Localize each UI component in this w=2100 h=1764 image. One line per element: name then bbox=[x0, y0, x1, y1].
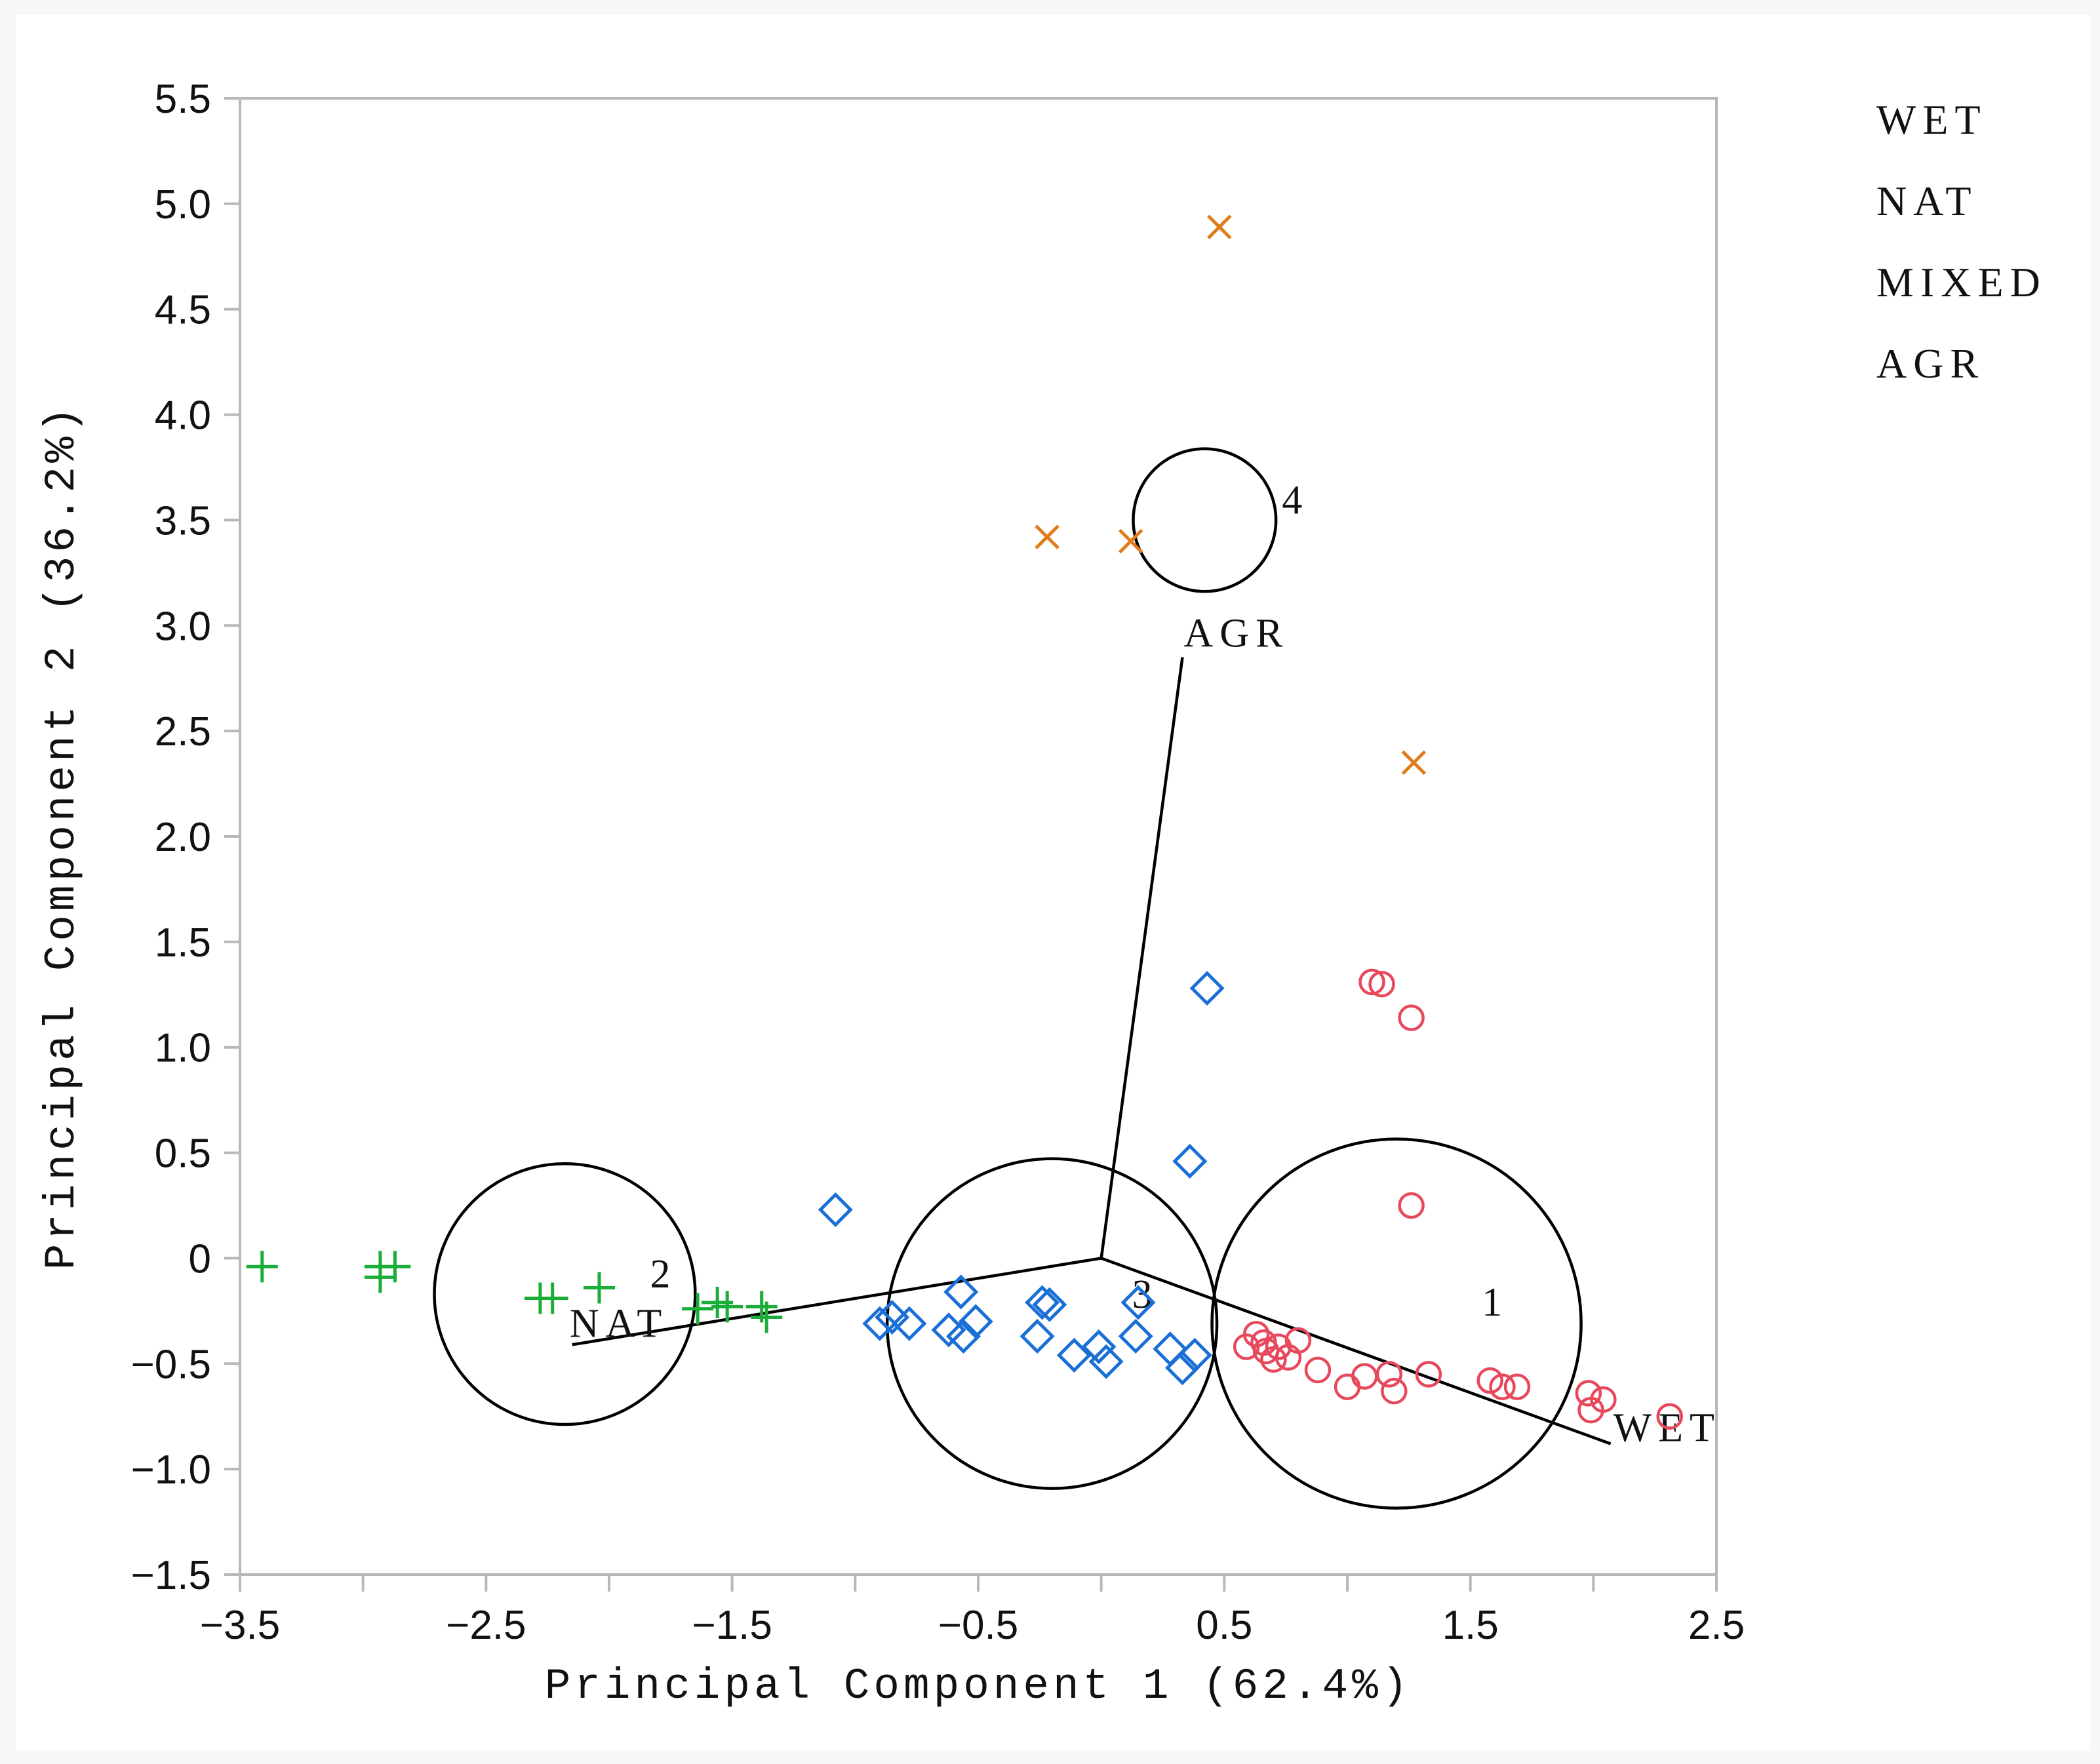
point-mixed bbox=[1020, 1318, 1055, 1354]
point-nat bbox=[246, 1251, 278, 1283]
point-mixed bbox=[892, 1306, 927, 1341]
point-mixed bbox=[1081, 1329, 1117, 1365]
cluster-label: 2 bbox=[650, 1252, 670, 1297]
y-tick-label: 5.0 bbox=[155, 182, 211, 227]
loading-vector-label: NAT bbox=[570, 1301, 669, 1346]
cluster-label: 4 bbox=[1282, 478, 1302, 522]
cluster-circle-1 bbox=[1210, 1137, 1583, 1510]
y-tick-label: 2.0 bbox=[155, 815, 211, 860]
point-mixed bbox=[1118, 1318, 1153, 1354]
point-mixed bbox=[1172, 1143, 1208, 1179]
cluster-circle-4 bbox=[1132, 447, 1278, 593]
point-wet bbox=[1398, 1192, 1425, 1219]
x-tick-label: −0.5 bbox=[938, 1603, 1018, 1648]
y-tick-label: 4.0 bbox=[155, 393, 211, 439]
point-agr bbox=[1118, 528, 1143, 554]
y-axis-title: Principal Component 2 (36.2%) bbox=[37, 403, 87, 1270]
point-wet bbox=[1398, 1004, 1425, 1031]
point-wet bbox=[1476, 1367, 1503, 1394]
point-wet bbox=[1304, 1356, 1332, 1384]
point-mixed bbox=[958, 1304, 993, 1339]
point-nat bbox=[536, 1282, 568, 1314]
y-tick-label: −1.0 bbox=[131, 1447, 211, 1493]
legend-entry-agr: AGR bbox=[1876, 340, 1985, 387]
loading-vector-wet bbox=[1100, 1257, 1612, 1445]
legend-entry-mixed: MIXED bbox=[1876, 259, 2047, 305]
point-mixed bbox=[1025, 1285, 1060, 1320]
point-mixed bbox=[1120, 1285, 1156, 1320]
x-axis-title: Principal Component 1 (62.4%) bbox=[545, 1662, 1412, 1711]
cluster-label: 1 bbox=[1482, 1280, 1502, 1325]
cluster-circle-3 bbox=[885, 1157, 1219, 1490]
x-tick-label: 1.5 bbox=[1442, 1603, 1499, 1648]
point-mixed bbox=[818, 1192, 853, 1227]
y-tick-label: 0 bbox=[189, 1236, 211, 1282]
point-mixed bbox=[875, 1299, 910, 1335]
y-tick-label: 1.5 bbox=[155, 920, 211, 966]
point-mixed bbox=[945, 1318, 981, 1354]
x-tick-label: 2.5 bbox=[1688, 1603, 1745, 1648]
point-mixed bbox=[1164, 1350, 1200, 1386]
y-tick-label: 0.5 bbox=[155, 1131, 211, 1177]
point-wet bbox=[1368, 970, 1395, 998]
x-tick-label: −3.5 bbox=[200, 1603, 280, 1648]
point-mixed bbox=[1088, 1344, 1124, 1379]
point-mixed bbox=[1189, 971, 1225, 1006]
point-nat bbox=[751, 1301, 783, 1333]
point-mixed bbox=[943, 1274, 979, 1310]
point-nat bbox=[711, 1291, 743, 1323]
point-nat bbox=[583, 1272, 615, 1304]
point-wet bbox=[1656, 1403, 1683, 1430]
cluster-label: 3 bbox=[1132, 1272, 1153, 1317]
point-wet bbox=[1503, 1373, 1531, 1400]
point-wet bbox=[1415, 1361, 1442, 1388]
y-tick-label: 3.0 bbox=[155, 604, 211, 649]
y-tick-label: 4.5 bbox=[155, 288, 211, 333]
point-wet bbox=[1284, 1327, 1312, 1354]
point-wet bbox=[1381, 1377, 1408, 1405]
point-mixed bbox=[1032, 1287, 1067, 1322]
point-agr bbox=[1035, 524, 1060, 549]
x-tick-label: −2.5 bbox=[446, 1603, 526, 1648]
point-wet bbox=[1489, 1373, 1516, 1400]
loading-vector-nat bbox=[572, 1257, 1102, 1346]
point-wet bbox=[1358, 968, 1385, 996]
loading-vector-label: AGR bbox=[1184, 612, 1290, 656]
point-agr bbox=[1207, 214, 1232, 240]
point-nat bbox=[682, 1293, 714, 1325]
y-tick-label: 1.0 bbox=[155, 1026, 211, 1071]
loading-vector-agr bbox=[1100, 657, 1184, 1259]
point-wet bbox=[1575, 1380, 1602, 1407]
point-mixed bbox=[1056, 1337, 1092, 1373]
point-nat bbox=[379, 1251, 411, 1283]
point-wet bbox=[1376, 1361, 1403, 1388]
y-tick-label: −1.5 bbox=[131, 1553, 211, 1598]
y-tick-label: 5.5 bbox=[155, 77, 211, 122]
point-mixed bbox=[862, 1306, 898, 1341]
point-wet bbox=[1260, 1346, 1287, 1373]
point-wet bbox=[1590, 1386, 1617, 1413]
y-tick-label: −0.5 bbox=[131, 1342, 211, 1387]
plot-area bbox=[239, 97, 1718, 1576]
legend-entry-nat: NAT bbox=[1876, 178, 1977, 224]
y-tick-label: 2.5 bbox=[155, 709, 211, 755]
cluster-circle-2 bbox=[433, 1162, 697, 1426]
point-mixed bbox=[1177, 1337, 1212, 1373]
y-tick-label: 3.5 bbox=[155, 498, 211, 543]
legend-entry-wet: WET bbox=[1876, 96, 1987, 143]
x-tick-label: 0.5 bbox=[1196, 1603, 1252, 1648]
x-tick-label: −1.5 bbox=[692, 1603, 772, 1648]
point-agr bbox=[1401, 750, 1427, 775]
